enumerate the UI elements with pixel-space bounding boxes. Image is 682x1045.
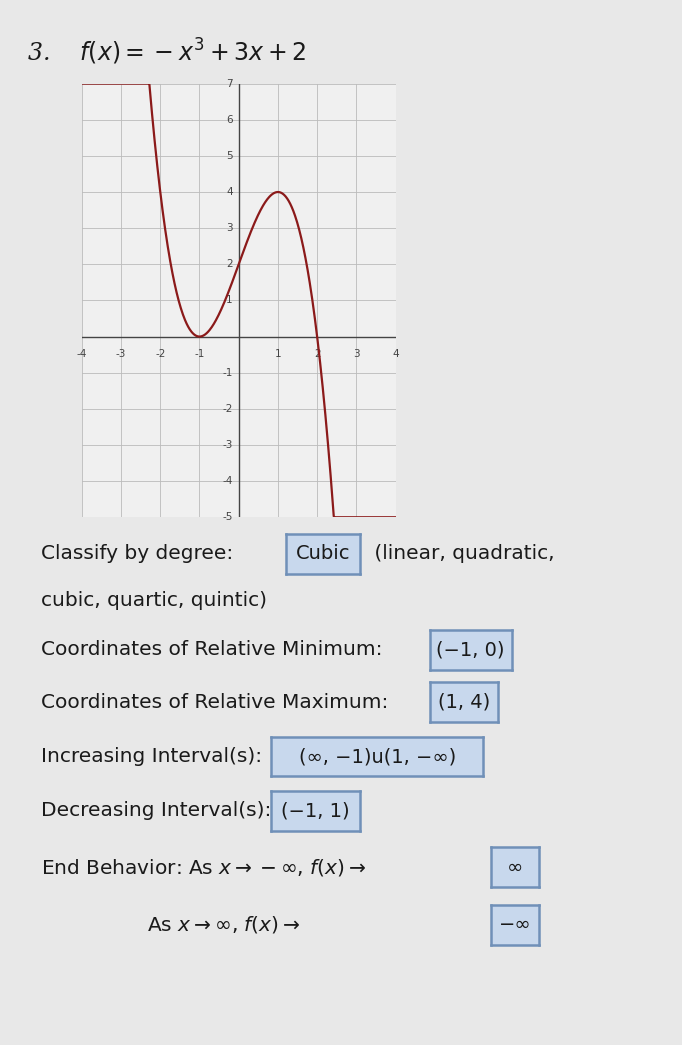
Text: 3: 3 — [226, 224, 233, 233]
Text: −∞: −∞ — [499, 915, 531, 934]
Text: -1: -1 — [222, 368, 233, 377]
Text: -2: -2 — [222, 403, 233, 414]
Text: -3: -3 — [116, 349, 126, 359]
Text: (−1, 0): (−1, 0) — [436, 641, 505, 659]
Text: Cubic: Cubic — [296, 544, 351, 563]
Text: Coordinates of Relative Maximum:: Coordinates of Relative Maximum: — [41, 693, 388, 712]
Text: 5: 5 — [226, 150, 233, 161]
Text: Increasing Interval(s):: Increasing Interval(s): — [41, 747, 262, 766]
Text: 1: 1 — [226, 296, 233, 305]
Text: -5: -5 — [222, 512, 233, 522]
Text: 2: 2 — [314, 349, 321, 359]
Text: ∞: ∞ — [507, 858, 523, 877]
Text: 7: 7 — [226, 78, 233, 89]
Text: As $x \to \infty$, $f(x) \to$: As $x \to \infty$, $f(x) \to$ — [147, 914, 300, 935]
Text: (linear, quadratic,: (linear, quadratic, — [368, 544, 555, 563]
Text: -4: -4 — [76, 349, 87, 359]
Text: (1, 4): (1, 4) — [438, 693, 490, 712]
Text: End Behavior: As $x \to -\infty$, $f(x) \to$: End Behavior: As $x \to -\infty$, $f(x) … — [41, 857, 366, 878]
Text: -3: -3 — [222, 440, 233, 450]
Text: Classify by degree:: Classify by degree: — [41, 544, 233, 563]
Text: 4: 4 — [392, 349, 399, 359]
Text: -2: -2 — [155, 349, 166, 359]
Text: 2: 2 — [226, 259, 233, 270]
Text: cubic, quartic, quintic): cubic, quartic, quintic) — [41, 591, 267, 610]
Text: 3: 3 — [353, 349, 359, 359]
Text: -4: -4 — [222, 477, 233, 486]
Text: -1: -1 — [194, 349, 205, 359]
Text: (∞, −1)u(1, −∞): (∞, −1)u(1, −∞) — [299, 747, 456, 766]
Text: Coordinates of Relative Minimum:: Coordinates of Relative Minimum: — [41, 641, 383, 659]
Text: 4: 4 — [226, 187, 233, 198]
Text: 3.    $f(x) = -x^3 + 3x + 2$: 3. $f(x) = -x^3 + 3x + 2$ — [27, 37, 307, 67]
Text: 6: 6 — [226, 115, 233, 124]
Text: Decreasing Interval(s):: Decreasing Interval(s): — [41, 802, 271, 820]
Text: 1: 1 — [275, 349, 281, 359]
Text: (−1, 1): (−1, 1) — [282, 802, 350, 820]
